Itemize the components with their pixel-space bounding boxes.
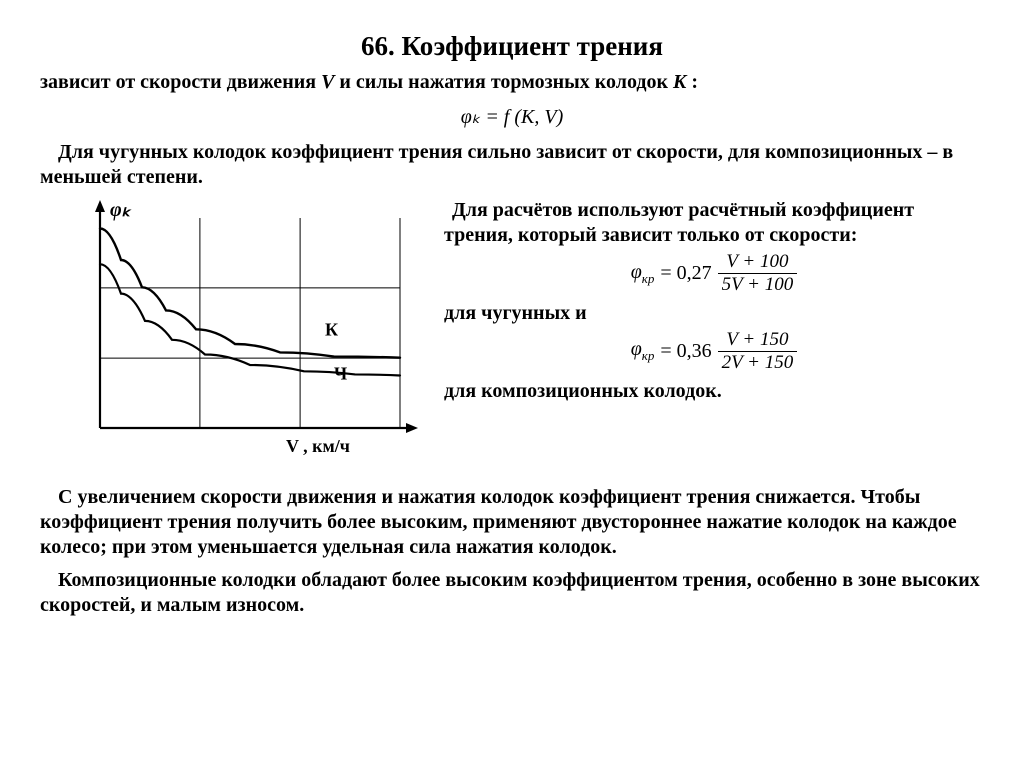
eq1-num: V + 100 [722, 252, 792, 273]
friction-chart: К Чφₖ V , км/ч [40, 198, 430, 473]
para-1: Для чугунных колодок коэффициент трения … [40, 140, 984, 190]
svg-text:Ч: Ч [334, 363, 347, 383]
eq1-sub: кр [642, 271, 655, 286]
eq2-sub: кр [642, 348, 655, 363]
subtitle-p2: и силы нажатия тормозных колодок [334, 71, 673, 93]
formula-phi-fKV: φₖ = f (K, V) [40, 105, 984, 130]
svg-text:V , км/ч: V , км/ч [286, 436, 350, 456]
eq2-lhs: φ [631, 338, 642, 360]
subtitle-p3: : [686, 71, 698, 93]
eq2-coeff: = 0,36 [660, 339, 711, 364]
eq2-num: V + 150 [722, 330, 792, 351]
eq1-lhs: φ [631, 261, 642, 283]
svg-text:К: К [325, 319, 338, 339]
right-mid1: для чугунных и [444, 301, 984, 326]
page-title: 66. Коэффициент трения [40, 30, 984, 64]
svg-text:φₖ: φₖ [110, 199, 132, 221]
var-V: V [321, 71, 334, 93]
chart-and-text-row: К Чφₖ V , км/ч Для расчётов используют рас… [40, 198, 984, 473]
var-K: K [673, 71, 686, 93]
para-3: Композиционные колодки обладают более вы… [40, 568, 984, 618]
chart-container: К Чφₖ V , км/ч [40, 198, 430, 473]
eq1-den: 5V + 100 [718, 273, 798, 295]
eq1-coeff: = 0,27 [660, 261, 711, 286]
subtitle-p1: зависит от скорости движения [40, 71, 321, 93]
right-text-col: Для расчётов используют расчётный коэффи… [444, 198, 984, 408]
right-lead: Для расчётов используют расчётный коэффи… [444, 198, 984, 248]
formula-composite: φкр = 0,36 V + 150 2V + 150 [444, 330, 984, 373]
right-mid2: для композиционных колодок. [444, 379, 984, 404]
subtitle: зависит от скорости движения V и силы на… [40, 70, 984, 95]
formula-cast-iron: φкр = 0,27 V + 100 5V + 100 [444, 252, 984, 295]
eq2-den: 2V + 150 [718, 351, 798, 373]
para-2: С увеличением скорости движения и нажати… [40, 485, 984, 560]
